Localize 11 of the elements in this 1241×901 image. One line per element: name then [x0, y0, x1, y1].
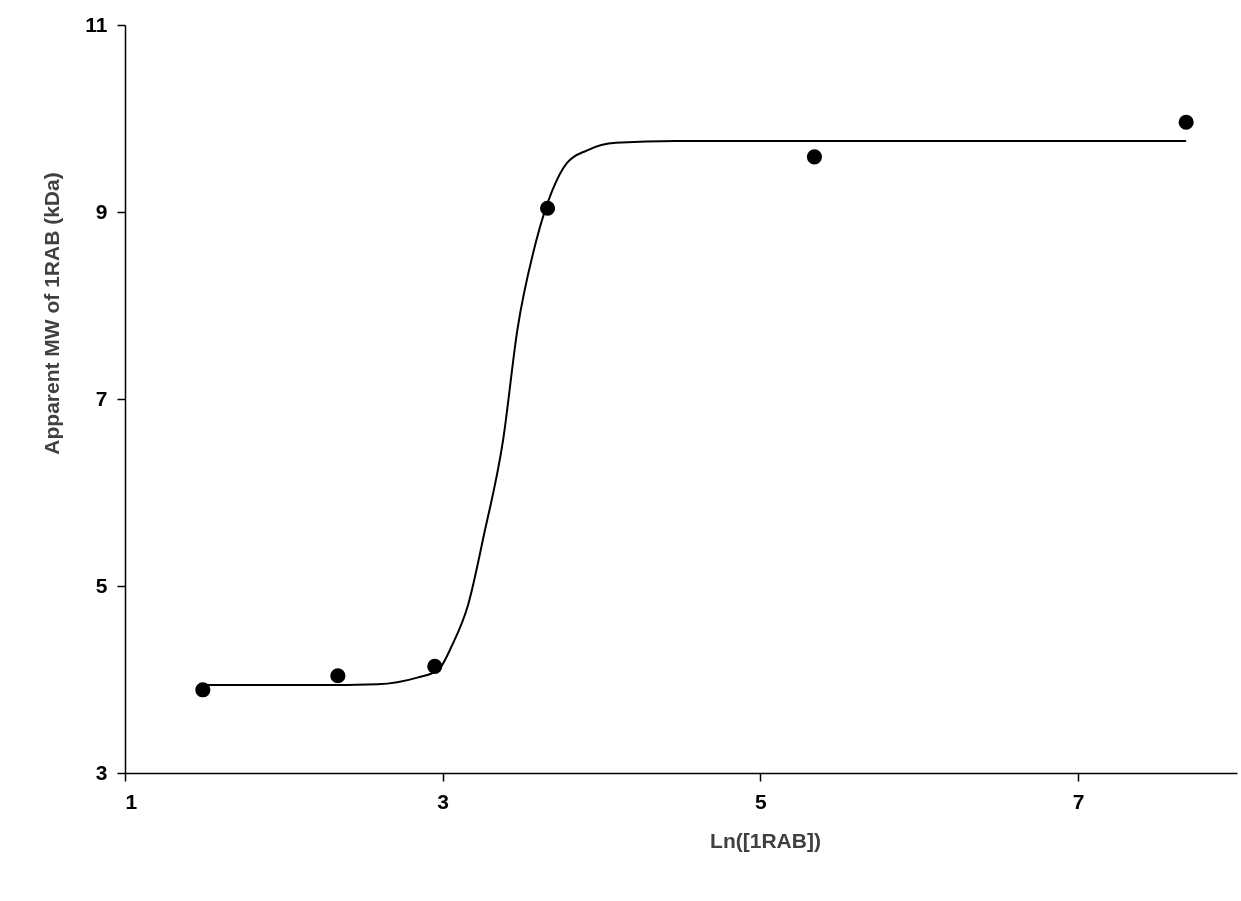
x-tick-label: 3 [437, 789, 450, 813]
y-axis-title: Apparent MW of 1RAB (kDa) [40, 172, 64, 455]
y-tick-label: 3 [95, 760, 108, 784]
x-axis-title: Ln([1RAB]) [710, 828, 821, 852]
x-tick-label: 5 [755, 789, 768, 813]
y-tick-label: 11 [85, 12, 108, 36]
x-tick-label: 1 [125, 789, 138, 813]
x-tick-label: 7 [1072, 789, 1085, 813]
y-tick-label: 5 [95, 573, 108, 597]
y-tick-label: 7 [95, 386, 108, 410]
y-tick-label: 9 [95, 199, 108, 223]
